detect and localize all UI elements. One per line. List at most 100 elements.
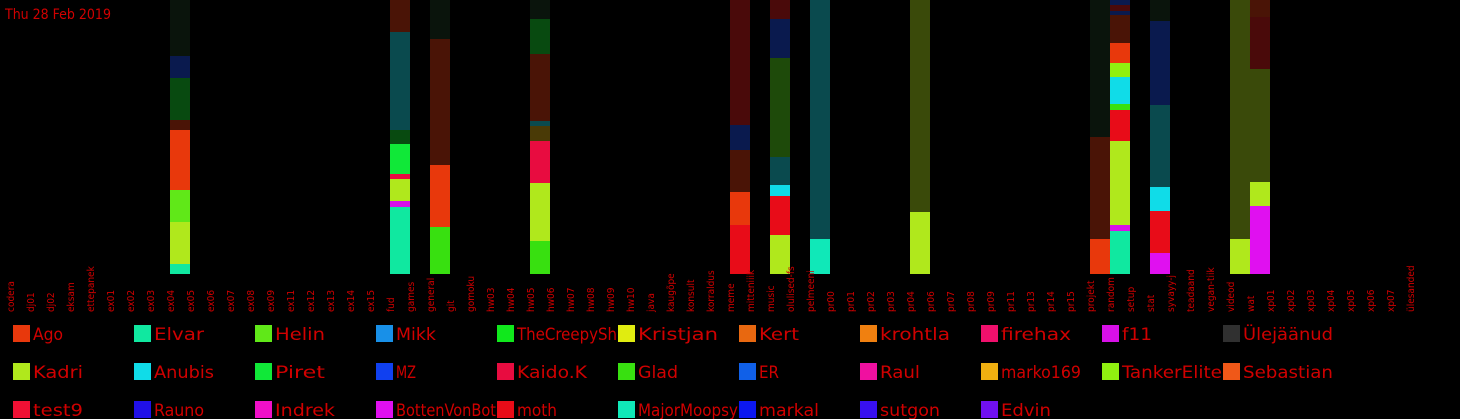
bar-segment-hw05-5: [530, 54, 550, 121]
bar-segment-videod-1: [1230, 0, 1250, 239]
bar-segment-music-4: [770, 58, 790, 157]
legend-item: Kristjan: [618, 325, 718, 345]
x-tick-label: stat: [1146, 294, 1157, 312]
legend-label: Edvin: [1001, 401, 1051, 419]
x-tick-label: syvayy-j: [1166, 275, 1177, 312]
bar-segment-videod-0: [1230, 239, 1250, 274]
legend-item: TankerElite: [1102, 363, 1222, 383]
legend-label: Kristjan: [638, 325, 718, 345]
legend-item: Edvin: [981, 401, 1051, 419]
bar-segment-stat-4: [1150, 21, 1170, 105]
legend-swatch: [134, 363, 151, 380]
x-tick-label: ex09: [266, 290, 277, 312]
x-tick-label: xp07: [1386, 290, 1397, 312]
x-tick-label: pr14: [1046, 291, 1057, 312]
bar-segment-music-3: [770, 157, 790, 185]
bar-segment-fud-1: [390, 201, 410, 207]
legend-item: sutgon: [860, 401, 940, 419]
legend-swatch: [255, 401, 272, 418]
x-tick-label: pr06: [926, 291, 937, 312]
x-tick-label: olulised-fs: [786, 266, 797, 312]
bar-segment-random-7: [1110, 43, 1130, 63]
legend-swatch: [497, 401, 514, 418]
x-tick-label: eksam: [66, 282, 77, 312]
legend-item: TheCreepySh: [497, 325, 617, 345]
legend-item: Sebastian: [1223, 363, 1333, 383]
legend-label: Anubis: [154, 363, 214, 383]
legend-item: Rauno: [134, 401, 204, 419]
x-tick-label: teadaand: [1186, 269, 1197, 312]
bar-segment-hw05-1: [530, 183, 550, 241]
legend-item: Raul: [860, 363, 920, 383]
legend-swatch: [134, 401, 151, 418]
x-tick-label: xp01: [1266, 290, 1277, 312]
legend-label: Piret: [275, 363, 325, 383]
bar-segment-music-1: [770, 196, 790, 235]
bar-segment-hw05-2: [530, 141, 550, 183]
bar-segment-general-2: [430, 39, 450, 165]
x-tick-label: ex02: [126, 290, 137, 312]
legend-item: MajorMoopsy: [618, 401, 738, 419]
bar-segment-ex04-1: [170, 222, 190, 264]
x-tick-label: ex01: [106, 290, 117, 312]
legend-item: marko169: [981, 363, 1081, 383]
bar-segment-ex04-0: [170, 264, 190, 274]
x-tick-label: ex07: [226, 290, 237, 312]
bar-segment-general-1: [430, 165, 450, 227]
bar-segment-random-11: [1110, 0, 1130, 5]
x-tick-label: xp06: [1366, 289, 1377, 312]
legend-label: Ülejäänud: [1243, 323, 1333, 345]
bar-segment-projekt-1: [1090, 137, 1110, 239]
bar-segment-stat-5: [1150, 0, 1170, 21]
bar-segment-music-2: [770, 185, 790, 196]
bar-segment-fud-5: [390, 130, 410, 144]
legend-label: Raul: [880, 363, 920, 383]
x-tick-label: hw06: [546, 287, 557, 312]
bar-layer: [170, 0, 1270, 274]
legend-label: Rauno: [154, 401, 204, 419]
legend-item: Helin: [255, 325, 325, 345]
date-label: Thu 28 Feb 2019: [4, 7, 111, 23]
legend-swatch: [1223, 363, 1240, 380]
legend-swatch: [981, 363, 998, 380]
legend-item: moth: [497, 401, 557, 419]
bar-segment-music-6: [770, 0, 790, 19]
bar-segment-pelmeeni-0: [810, 239, 830, 274]
x-tick-label: ettepanek: [86, 265, 97, 312]
legend-item: Mikk: [376, 325, 436, 345]
legend-item: markal: [739, 401, 819, 419]
legend-swatch: [1102, 363, 1119, 380]
bar-segment-stat-3: [1150, 105, 1170, 187]
legend-swatch: [255, 325, 272, 342]
legend-swatch: [376, 401, 393, 418]
legend-item: Ago: [13, 325, 63, 345]
bar-segment-meme-1: [730, 192, 750, 225]
legend-label: markal: [759, 401, 819, 419]
bar-segment-fud-6: [390, 32, 410, 130]
x-tick-label: xp03: [1306, 290, 1317, 312]
bar-segment-stat-2: [1150, 187, 1170, 211]
x-tick-label: korraldus: [706, 270, 717, 312]
x-tick-label: hw07: [566, 287, 577, 312]
legend-swatch: [1102, 325, 1119, 342]
legend-label: TankerElite: [1121, 363, 1222, 383]
legend-item: krohtla: [860, 325, 950, 345]
bar-segment-fud-4: [390, 144, 410, 174]
bar-segment-wat-2: [1250, 69, 1270, 182]
legend-item: test9: [13, 401, 83, 419]
legend-item: Glad: [618, 363, 678, 383]
x-tick-label: pr08: [966, 291, 977, 312]
bar-segment-hw05-4: [530, 121, 550, 126]
legend-swatch: [376, 363, 393, 380]
legend-item: MZ: [376, 363, 416, 383]
legend-label: f11: [1122, 325, 1152, 345]
legend-swatch: [860, 325, 877, 342]
x-tick-label: pr15: [1066, 291, 1077, 312]
bar-segment-ex04-5: [170, 78, 190, 120]
bar-segment-fud-3: [390, 174, 410, 179]
legend-label: MZ: [396, 363, 416, 383]
bar-segment-wat-0: [1250, 206, 1270, 274]
legend-label: Sebastian: [1243, 363, 1333, 383]
x-tick-label: meme: [726, 283, 737, 312]
x-tick-label: pr07: [946, 291, 957, 312]
